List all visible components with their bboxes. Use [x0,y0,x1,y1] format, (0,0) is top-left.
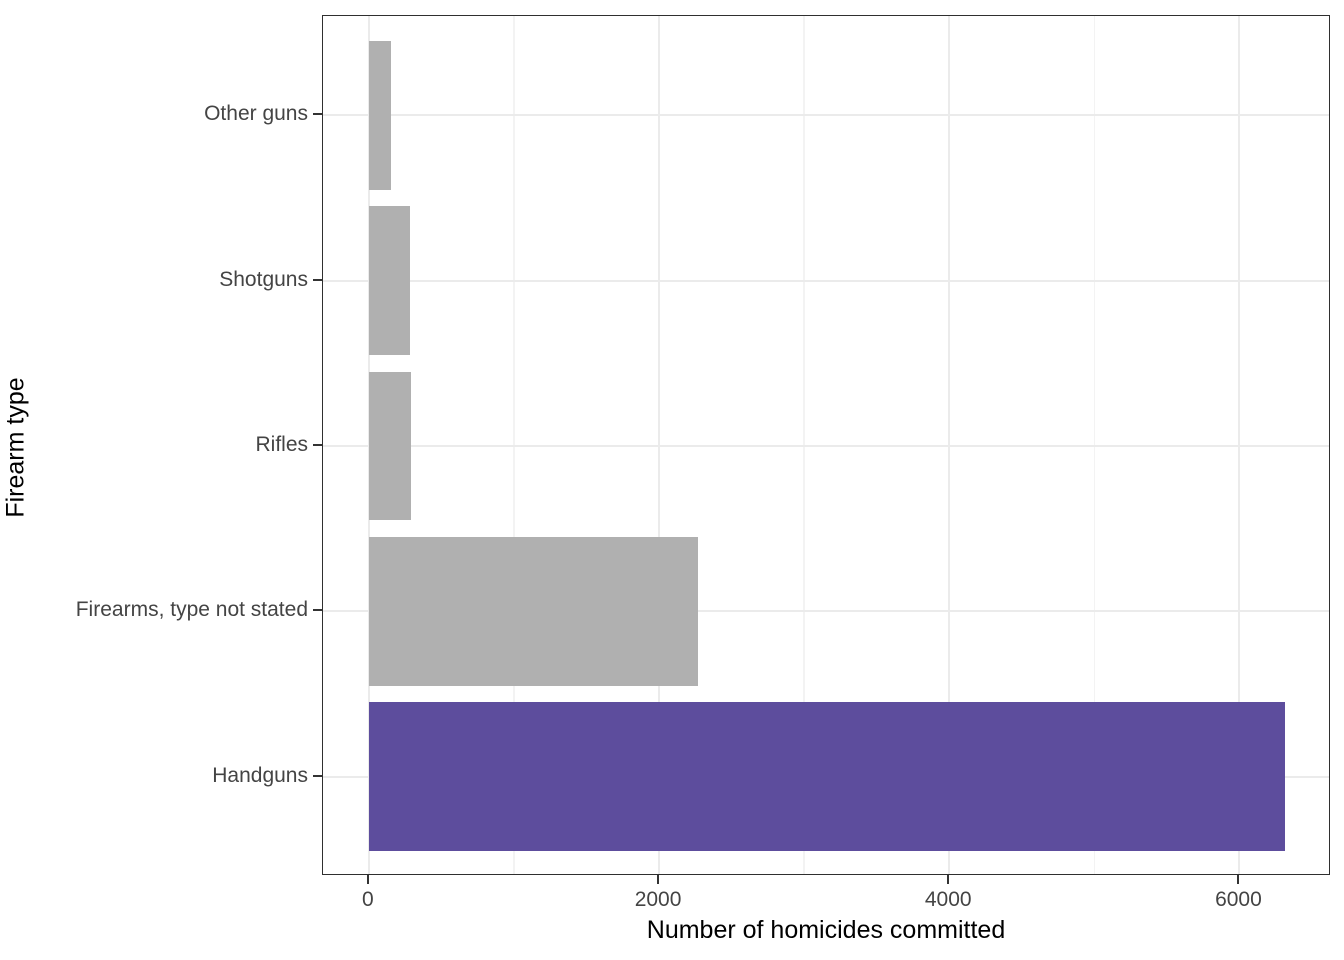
y-gridline-rifles [323,445,1329,447]
y-tick-label-rifles: Rifles [255,433,308,456]
plot-panel [322,15,1330,875]
y-gridline-firearms-type-not-stated [323,610,1329,613]
bar-shotguns [368,206,411,356]
x-tick-0 [366,875,369,884]
x-tick-label-4000: 4000 [924,888,972,911]
y-tick-other-guns [313,113,322,116]
y-gridline-shotguns [323,279,1329,282]
y-tick-label-shotguns: Shotguns [219,267,308,291]
x-tick-6000 [1237,875,1240,884]
y-tick-label-handguns: Handguns [212,763,308,787]
bar-other-guns [368,40,391,190]
x-tick-2000 [657,875,660,884]
bar-firearms-type-not-stated [368,536,699,686]
y-tick-handguns [313,774,322,777]
x-tick-4000 [947,875,950,884]
x-tick-label-2000: 2000 [634,888,682,911]
y-tick-label-firearms-type-not-stated: Firearms, type not stated [75,598,308,622]
y-tick-shotguns [313,278,322,281]
x-tick-label-6000: 6000 [1215,888,1262,911]
x-tick-label-0: 0 [362,888,374,911]
y-tick-label-other-guns: Other guns [204,102,308,126]
bar-handguns [368,702,1286,852]
y-tick-rifles [313,444,322,446]
bar-rifles [368,371,411,521]
y-gridline-other-guns [323,114,1329,117]
x-axis-title: Number of homicides committed [646,916,1006,944]
y-tick-firearms-type-not-stated [313,609,322,612]
